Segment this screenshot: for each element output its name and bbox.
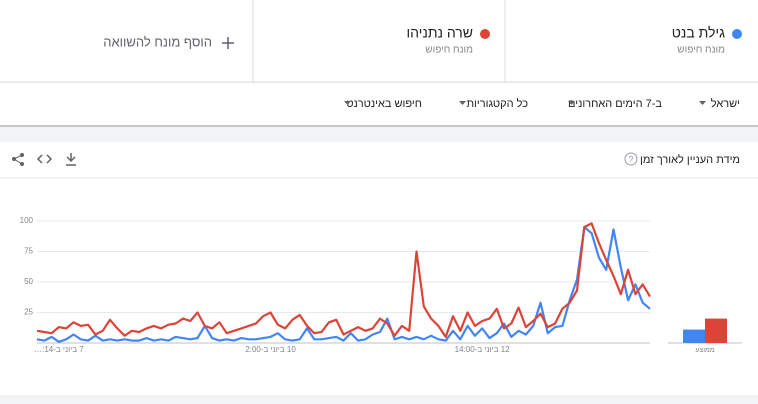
filter[interactable]: כל הקטגוריות bbox=[459, 97, 528, 110]
term-dot bbox=[480, 29, 490, 39]
filter[interactable]: חיפוש באינטרנט bbox=[344, 98, 422, 110]
average-bar bbox=[683, 329, 705, 343]
series-line bbox=[36, 222, 651, 338]
filter-label: כל הקטגוריות bbox=[466, 97, 528, 110]
x-tick-label: 12 ביוני ב-14:00 bbox=[455, 345, 511, 354]
term-subtitle: מונח חיפוש bbox=[677, 45, 725, 56]
term-card[interactable]: שרה נתניהו מונח חיפוש bbox=[407, 25, 490, 56]
download-icon[interactable] bbox=[66, 153, 76, 166]
chart-title: מידת העניין לאורך זמן bbox=[640, 153, 740, 166]
embed-icon[interactable] bbox=[36, 154, 53, 164]
svg-text:?: ? bbox=[628, 154, 633, 164]
add-term[interactable]: הוסף מונח להשוואה bbox=[103, 34, 234, 49]
term-dot bbox=[732, 29, 742, 39]
filter-label: ישראל bbox=[711, 97, 740, 110]
terms-bar bbox=[0, 0, 758, 82]
plus-icon bbox=[222, 37, 234, 49]
y-tick-label: 75 bbox=[24, 247, 33, 256]
term-name: שרה נתניהו bbox=[407, 25, 473, 41]
x-tick-label: 7 ביוני ב-14:… bbox=[34, 345, 84, 354]
dropdown-arrow bbox=[344, 101, 351, 105]
dropdown-arrow bbox=[568, 101, 575, 105]
x-tick-label: 10 ביוני ב-2:00 bbox=[245, 345, 296, 354]
dropdown-arrow bbox=[459, 101, 466, 105]
share-icon[interactable] bbox=[12, 153, 24, 166]
term-card[interactable]: גילת בנט מונח חיפוש bbox=[672, 25, 742, 56]
filter[interactable]: ב-7 הימים האחרונים bbox=[568, 98, 662, 110]
y-tick-label: 50 bbox=[24, 277, 33, 286]
y-tick-label: 100 bbox=[20, 216, 34, 225]
series-line bbox=[36, 226, 651, 343]
average-bar bbox=[705, 318, 727, 343]
chart-card bbox=[0, 142, 758, 395]
filter-label: ב-7 הימים האחרונים bbox=[568, 98, 662, 110]
add-term-label: הוסף מונח להשוואה bbox=[103, 34, 212, 49]
filter-label: חיפוש באינטרנט bbox=[346, 98, 422, 110]
dropdown-arrow bbox=[699, 101, 706, 105]
y-tick-label: 25 bbox=[24, 308, 33, 317]
filter[interactable]: ישראל bbox=[699, 97, 740, 110]
x-tick-label: ממוצע bbox=[695, 347, 715, 354]
term-name: גילת בנט bbox=[672, 25, 725, 41]
term-subtitle: מונח חיפוש bbox=[425, 45, 473, 56]
help-icon[interactable]: ? bbox=[624, 152, 638, 166]
filters-bar bbox=[0, 83, 758, 125]
